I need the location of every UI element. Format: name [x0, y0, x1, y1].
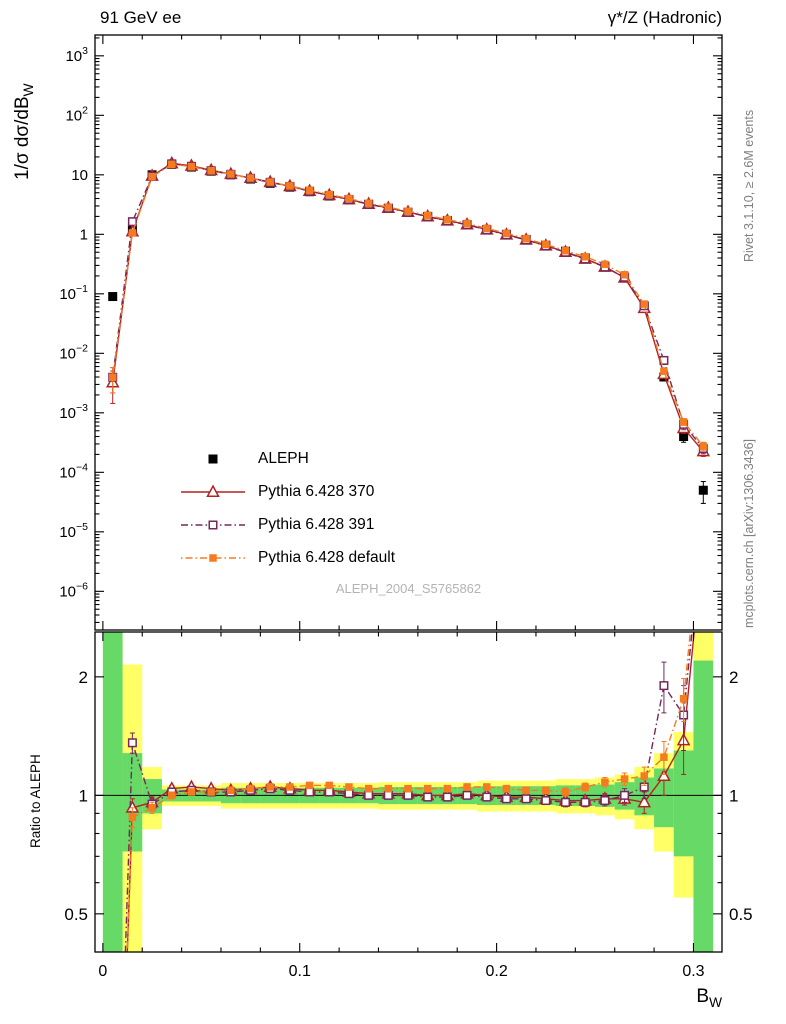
legend-marker-pythia-6-428-default [181, 553, 245, 562]
legend-item-pythia-6-428-370: Pythia 6.428 370 [178, 475, 395, 508]
rivet-version-note: Rivet 3.1.10, ≥ 2.6M events [742, 109, 756, 262]
main-series-pythia-6-428-391 [108, 159, 708, 455]
legend: ALEPH Pythia 6.428 370 Pythia 6.428 391 Pyt… [178, 442, 395, 574]
ratio-panel-frame [94, 631, 723, 953]
legend-marker-pythia-6-428-370 [181, 484, 245, 497]
x-axis-label: BW [696, 986, 722, 1010]
svg-text:10−6: 10−6 [59, 580, 88, 600]
svg-text:10−3: 10−3 [59, 402, 88, 422]
main-y-axis-label-text: 1/σ dσ/dB [12, 96, 33, 180]
svg-text:0: 0 [98, 963, 107, 980]
x-axis-label-subscript: W [709, 994, 722, 1010]
svg-text:10−1: 10−1 [59, 283, 88, 303]
legend-label: Pythia 6.428 370 [258, 482, 375, 500]
main-y-axis-label-subscript: W [20, 83, 36, 97]
main-panel-frame [94, 34, 723, 631]
legend-item-pythia-6-428-default: Pythia 6.428 default [178, 541, 395, 574]
svg-text:10: 10 [71, 167, 88, 184]
main-series [105, 155, 711, 504]
svg-text:102: 102 [65, 104, 88, 124]
svg-text:10−5: 10−5 [59, 521, 88, 541]
x-axis-label-text: B [696, 986, 710, 1007]
svg-text:0.5: 0.5 [729, 905, 753, 924]
svg-text:0.3: 0.3 [682, 963, 704, 980]
legend-label: Pythia 6.428 default [258, 548, 396, 566]
ratio-y-axis-label: Ratio to ALEPH [28, 754, 43, 848]
svg-text:0.5: 0.5 [64, 905, 88, 924]
main-series-pythia-6-428-370 [105, 155, 711, 457]
svg-text:1: 1 [80, 226, 88, 243]
svg-text:1: 1 [79, 786, 88, 805]
main-y-axis-label: 1/σ dσ/dBW [12, 83, 36, 180]
mcplots-arxiv-note: mcplots.cern.ch [arXiv:1306.3436] [742, 439, 756, 628]
svg-text:103: 103 [65, 45, 88, 65]
beam-energy-title: 91 GeV ee [100, 8, 182, 27]
process-title: γ*/Z (Hadronic) [607, 8, 722, 27]
svg-text:10−2: 10−2 [59, 342, 88, 362]
legend-label: ALEPH [258, 449, 309, 467]
svg-text:0.2: 0.2 [485, 963, 507, 980]
legend-item-aleph: ALEPH [178, 442, 395, 475]
legend-marker-aleph [208, 454, 218, 463]
legend-item-pythia-6-428-391: Pythia 6.428 391 [178, 508, 395, 541]
svg-text:2: 2 [79, 668, 88, 687]
svg-text:2: 2 [729, 668, 738, 687]
svg-text:0.1: 0.1 [289, 963, 311, 980]
ratio-series [124, 632, 695, 952]
svg-text:10−4: 10−4 [59, 461, 88, 481]
legend-label: Pythia 6.428 391 [258, 515, 375, 533]
ratio-series-pythia-6-428-default [126, 632, 692, 952]
svg-text:1: 1 [729, 786, 738, 805]
analysis-watermark: ALEPH_2004_S5765862 [335, 581, 482, 596]
main-series-pythia-6-428-default [108, 160, 708, 452]
legend-marker-pythia-6-428-391 [181, 520, 245, 529]
